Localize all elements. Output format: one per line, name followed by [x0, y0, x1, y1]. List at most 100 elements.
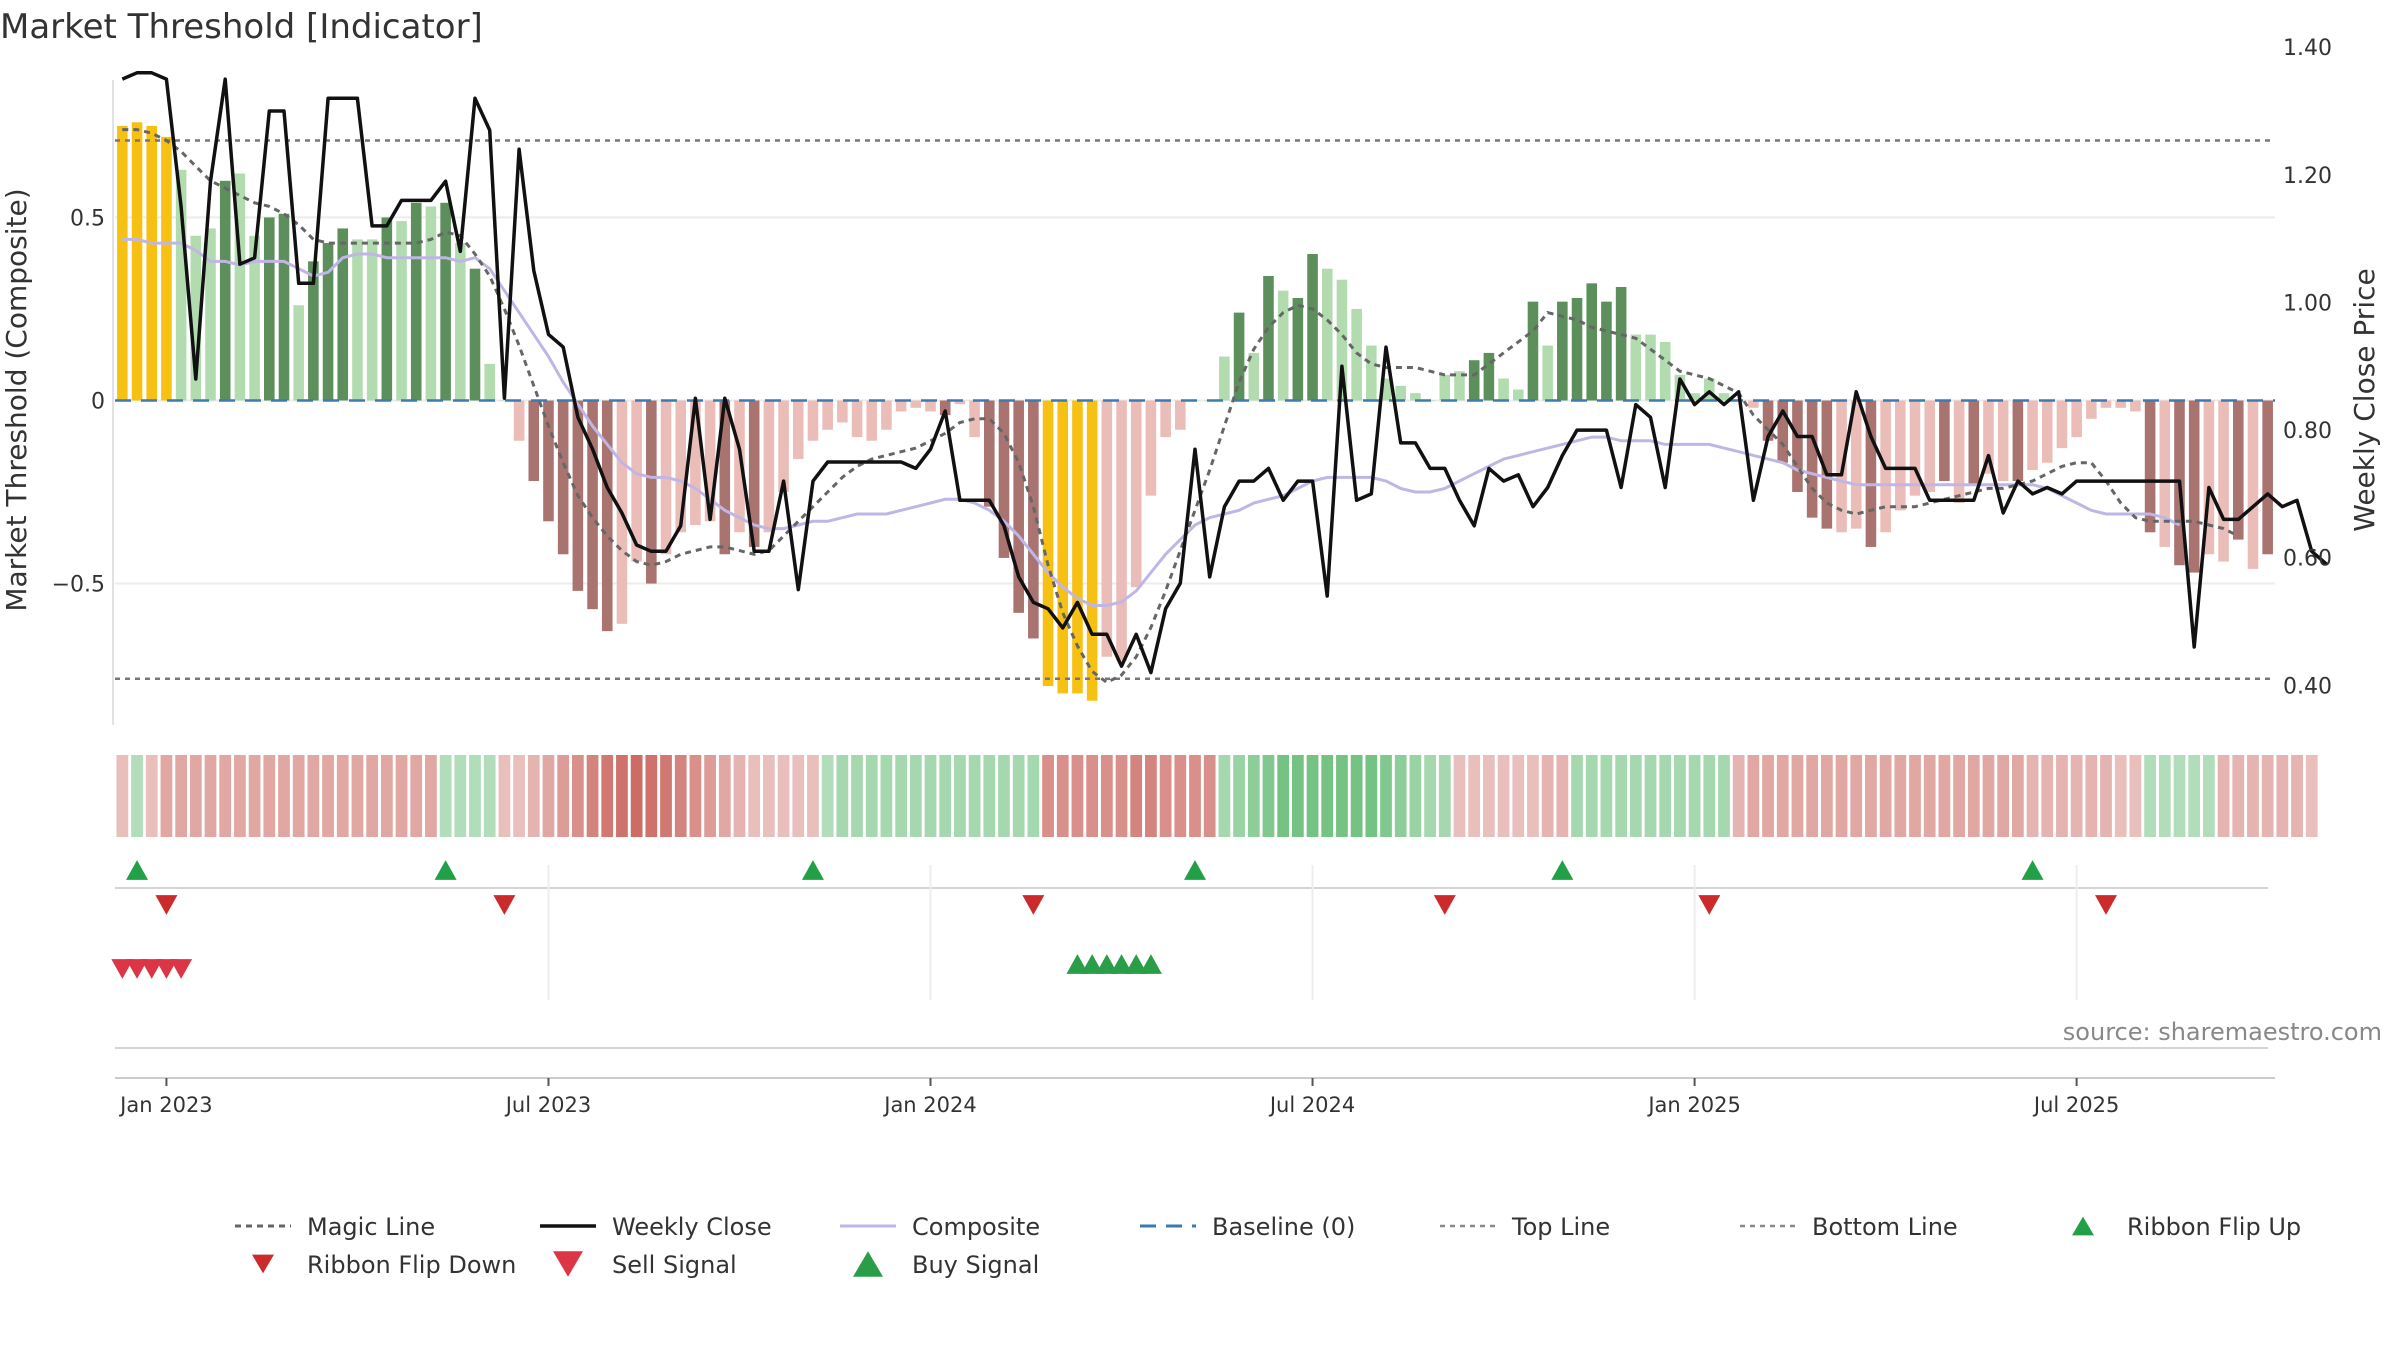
ribbon-cell	[1056, 755, 1069, 837]
composite-bar	[748, 400, 760, 547]
ribbon-cell	[1380, 755, 1392, 837]
ribbon-cell	[1674, 755, 1686, 837]
ribbon-cell	[2144, 755, 2156, 837]
x-tick-label: Jul 2023	[504, 1093, 591, 1117]
composite-bars	[117, 122, 2273, 701]
composite-bar	[1689, 393, 1700, 401]
ribbon-cell	[1703, 755, 1716, 837]
legend-label: Ribbon Flip Down	[307, 1251, 516, 1279]
buy-signal-marker	[1139, 954, 1162, 974]
composite-bar	[910, 400, 922, 408]
ribbon-cell	[395, 755, 408, 837]
composite-bar	[161, 136, 172, 401]
buy-signal-marker	[1066, 954, 1089, 974]
ribbon-cell	[248, 755, 261, 837]
composite-bar	[1366, 345, 1377, 401]
composite-bar	[337, 228, 349, 401]
composite-bar	[704, 400, 716, 522]
composite-bar	[1865, 400, 1877, 547]
composite-bar	[543, 400, 554, 522]
composite-bar	[513, 400, 525, 441]
ribbon-cell	[1850, 755, 1863, 837]
ribbon-cell	[2291, 755, 2303, 837]
ribbon-cell	[2173, 755, 2186, 837]
ribbon-cell	[1997, 755, 2010, 837]
composite-bar	[528, 400, 540, 482]
composite-bar	[2115, 400, 2127, 408]
composite-bar	[1968, 400, 1980, 485]
composite-bar	[175, 169, 187, 401]
buy-signal-marker	[1110, 954, 1133, 974]
composite-bar	[1821, 400, 1833, 529]
composite-bar	[1983, 400, 1994, 474]
composite-bar	[1483, 352, 1495, 401]
composite-bar	[1586, 283, 1598, 401]
composite-bar	[675, 400, 687, 533]
ribbon-cell	[616, 755, 628, 837]
composite-bar	[1263, 276, 1274, 401]
ribbon-cell	[1776, 755, 1789, 837]
composite-bar	[1307, 254, 1318, 401]
ribbon-cell	[1203, 755, 1216, 837]
composite-bar	[2218, 400, 2229, 562]
composite-bar	[1659, 341, 1671, 401]
ribbon-cell	[733, 755, 746, 837]
left-tick-label: −0.5	[52, 573, 105, 598]
ribbon-cell	[895, 755, 907, 837]
composite-bar	[1277, 290, 1289, 401]
buy-signal-marker	[1125, 954, 1148, 974]
ribbon-cell	[2247, 755, 2259, 837]
sell-signal-marker	[155, 959, 178, 979]
ribbon-cell	[1718, 755, 1730, 837]
ribbon-cell	[1894, 755, 1907, 837]
composite-bar	[925, 400, 936, 412]
composite-bar	[1762, 400, 1774, 441]
composite-bar	[1219, 356, 1230, 401]
composite-bar	[1718, 393, 1730, 401]
composite-bar	[1748, 400, 1759, 408]
legend-swatch-flip_up	[2072, 1216, 2094, 1236]
ribbon-cell	[1688, 755, 1701, 837]
composite-bar	[234, 173, 246, 401]
ribbon-cell	[2041, 755, 2054, 837]
ribbon-cell	[527, 755, 540, 837]
left-axis-label: Market Threshold (Composite)	[0, 188, 33, 611]
legend-label: Magic Line	[307, 1213, 435, 1241]
composite-bar	[2130, 400, 2141, 412]
ribbon-cell	[2188, 755, 2201, 837]
legend: Magic Line Weekly Close Composite Baseline …	[235, 1213, 2301, 1279]
ribbon-cell	[160, 755, 173, 837]
composite-bar	[939, 400, 951, 416]
ribbon-cell	[865, 755, 878, 837]
composite-bar	[2056, 400, 2068, 449]
ribbon-cell	[175, 755, 187, 837]
ribbon-cell	[1820, 755, 1833, 837]
composite-bar	[2247, 400, 2259, 569]
composite-bar	[1042, 400, 1054, 687]
ribbon-cell	[2114, 755, 2127, 837]
composite-bar	[792, 400, 804, 460]
magic-line	[122, 128, 2239, 685]
composite-bar	[131, 122, 143, 401]
ribbon-cell	[380, 755, 393, 837]
ribbon-cell	[571, 755, 584, 837]
ribbon-cell	[1071, 755, 1084, 837]
composite-bar	[866, 400, 878, 441]
composite-bar	[1439, 374, 1451, 401]
ribbon-cell	[2085, 755, 2098, 837]
ribbon-cell	[2261, 755, 2274, 837]
composite-bar	[1028, 400, 1039, 639]
composite-bar	[2027, 400, 2038, 471]
ribbon-cell	[689, 755, 702, 837]
ribbon-cell	[336, 755, 349, 837]
ribbon-cell	[1291, 755, 1304, 837]
composite-bar	[440, 202, 451, 401]
composite-bar	[1336, 279, 1348, 401]
composite-bar	[837, 400, 848, 423]
composite-bar	[1410, 393, 1421, 401]
ribbon-cell	[601, 755, 614, 837]
ribbon-cell	[1453, 755, 1466, 837]
legend-label: Baseline (0)	[1212, 1213, 1355, 1241]
composite-bar	[396, 221, 407, 401]
